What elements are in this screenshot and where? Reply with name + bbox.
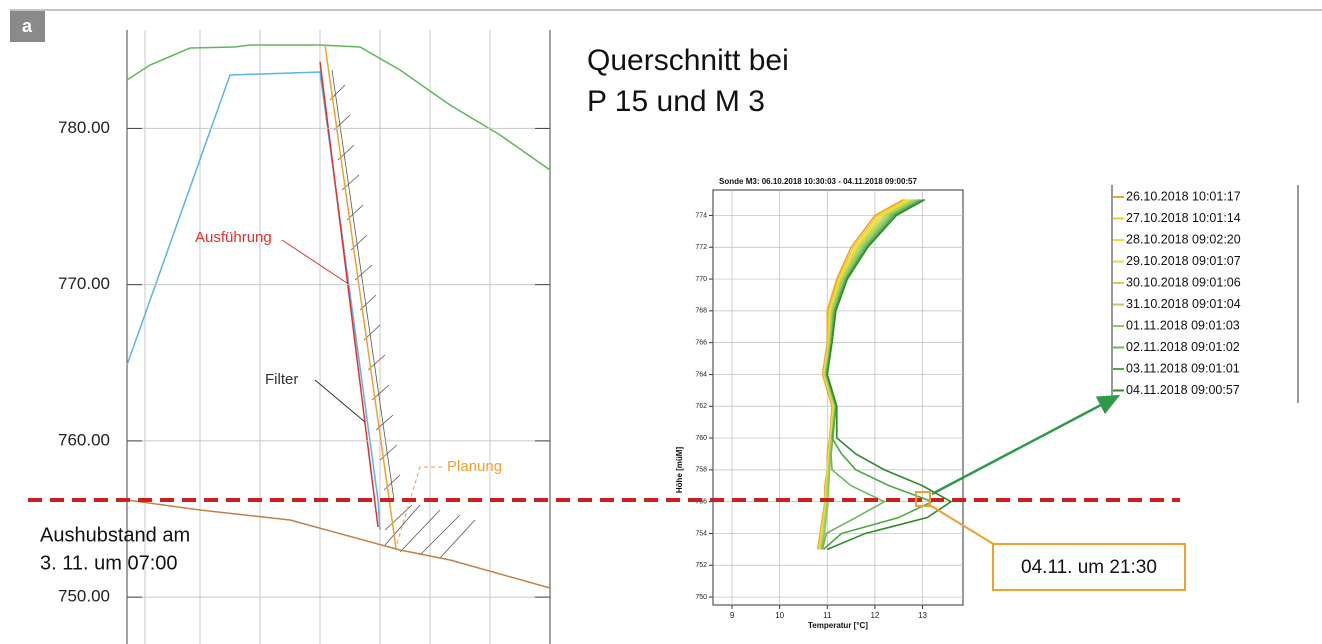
excavation-label: Aushubstand am [40, 524, 190, 546]
y-tick-label: 768 [695, 308, 707, 315]
y-tick-label: 760 [695, 435, 707, 442]
y-tick-label: 770 [695, 276, 707, 283]
callout-leader [927, 503, 1001, 549]
annotation: Ausführung [195, 229, 272, 246]
cross-section [126, 30, 551, 644]
callout-text: 04.11. um 21:30 [1021, 557, 1157, 578]
x-tick-label: 10 [775, 611, 784, 620]
y-tick-label: 780.00 [58, 118, 110, 137]
legend-label: 04.11.2018 09:00:57 [1126, 383, 1240, 397]
legend-label: 31.10.2018 09:01:04 [1126, 297, 1241, 311]
chart-title: Sonde M3: 06.10.2018 10:30:03 - 04.11.20… [719, 177, 917, 186]
legend-label: 03.11.2018 09:01:01 [1126, 361, 1240, 375]
ground-line [126, 499, 551, 589]
x-tick-label: 13 [918, 611, 927, 620]
y-tick-label: 758 [695, 467, 707, 474]
y-tick-label: 774 [695, 212, 707, 219]
x-tick-label: 11 [823, 611, 832, 620]
plot-frame [712, 189, 964, 606]
hotspot-marker [915, 491, 931, 507]
legend-label: 26.10.2018 10:01:17 [1126, 189, 1241, 203]
legend-label: 27.10.2018 10:01:14 [1126, 211, 1241, 225]
leader [281, 239, 351, 286]
y-tick-label: 750 [695, 594, 707, 601]
v-grid [144, 30, 491, 644]
excavation-outline [126, 71, 381, 531]
y-tick-label: 760.00 [58, 430, 110, 449]
title: Querschnitt bei [587, 44, 789, 77]
panel-label: a [22, 16, 33, 36]
y-tick-label: 750.00 [58, 587, 110, 606]
legend-arrow [931, 394, 1121, 496]
annotation: Filter [265, 371, 298, 388]
legend-entries: 26.10.2018 10:01:17 27.10.2018 10:01:14 28… [1113, 189, 1241, 397]
legend-label: 02.11.2018 09:01:02 [1126, 340, 1240, 354]
y-axis-label: Höhe [müM] [675, 447, 684, 494]
y-tick-label: 762 [695, 403, 707, 410]
legend-label: 29.10.2018 09:01:07 [1126, 254, 1241, 268]
leader [394, 466, 442, 551]
annotation: Planung [447, 458, 502, 475]
y-tick-label: 772 [695, 244, 707, 251]
planned-wall [324, 44, 397, 549]
y-tick-label: 754 [695, 530, 707, 537]
excavation-label: 3. 11. um 07:00 [40, 552, 178, 574]
y-tick-label: 752 [695, 562, 707, 569]
legend [1112, 185, 1298, 403]
callout-box [992, 543, 1186, 591]
executed-wall [319, 61, 379, 528]
leader [314, 379, 366, 423]
x-tick-label: 12 [870, 611, 879, 620]
panel-badge [10, 11, 45, 42]
legend-label: 28.10.2018 09:02:20 [1126, 232, 1241, 246]
series-line [822, 198, 935, 550]
x-axis-label: Temperatur [°C] [808, 621, 868, 630]
x-tick-label: 9 [730, 611, 735, 620]
y-tick-label: 764 [695, 371, 707, 378]
series-line [826, 198, 953, 551]
title: P 15 und M 3 [587, 85, 765, 118]
terrain [126, 44, 551, 171]
legend-label: 01.11.2018 09:01:03 [1126, 318, 1240, 332]
legend-label: 30.10.2018 09:01:06 [1126, 275, 1241, 289]
y-tick-label: 770.00 [58, 274, 110, 293]
y-tick-label: 766 [695, 339, 707, 346]
